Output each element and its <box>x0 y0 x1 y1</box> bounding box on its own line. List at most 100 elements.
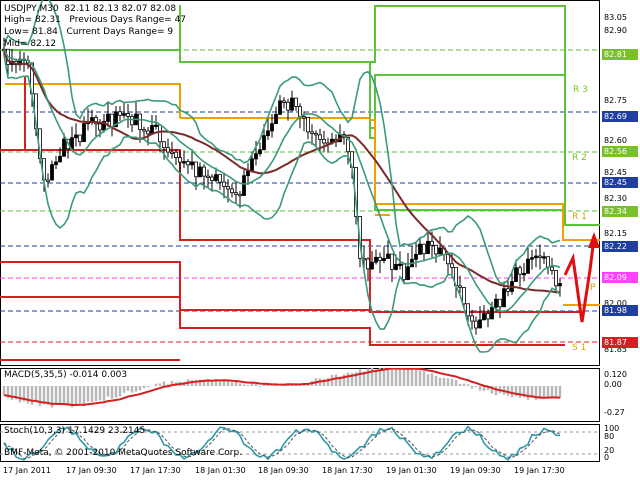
candle-body <box>414 253 418 260</box>
candle-body <box>426 240 430 255</box>
candle-body <box>142 129 146 132</box>
candle-body <box>266 130 270 137</box>
candle-body <box>322 138 326 144</box>
candle-body <box>486 313 490 320</box>
candle-body <box>434 244 438 255</box>
candle-body <box>302 116 306 119</box>
candle-body <box>550 266 554 271</box>
price-tag-line: 82.69 <box>602 111 638 122</box>
candle-body <box>226 185 230 190</box>
candle-body <box>234 192 238 195</box>
price-tag-r1: 82.34 <box>602 206 638 217</box>
info-line-low: Low= 81.84 Current Days Range= 9 <box>4 27 174 37</box>
level-label-s1: S 1 <box>572 343 587 353</box>
time-axis-label: 19 Jan 17:30 <box>514 466 565 475</box>
price-tag-current: 82.09 <box>602 272 638 283</box>
candle-body <box>198 166 202 178</box>
bollinger-middle-line <box>3 48 561 312</box>
pivot-r3-line <box>369 62 566 129</box>
stochastic-pane[interactable]: Stoch(10,3,3) 17.1429 23.2145 BMF-Meta, … <box>0 424 640 462</box>
candle-body <box>274 114 278 125</box>
bollinger-lower-line <box>3 55 561 353</box>
level-label-r2: R 2 <box>572 153 587 163</box>
candle-body <box>210 176 214 181</box>
candle-body <box>206 175 210 179</box>
price-axis-label: 82.60 <box>604 136 627 145</box>
candle-body <box>514 267 518 282</box>
candle-body <box>94 117 98 125</box>
candle-body <box>146 130 150 135</box>
candle-body <box>506 288 510 292</box>
candle-body <box>254 153 258 160</box>
candle-body <box>230 188 234 194</box>
candle-body <box>554 270 558 287</box>
projection-arrow-line <box>563 237 596 323</box>
stochastic-border <box>0 424 600 462</box>
candle-body <box>122 113 126 116</box>
moving-average-line <box>3 52 561 294</box>
macd-canvas[interactable] <box>0 368 640 422</box>
macd-scale-label: -0.27 <box>604 408 625 417</box>
price-axis-label: 82.45 <box>604 168 627 177</box>
time-axis-label: 18 Jan 09:30 <box>258 466 309 475</box>
candle-body <box>518 267 522 275</box>
candle-body <box>502 288 506 308</box>
macd-border <box>0 368 600 422</box>
candle-body <box>542 256 546 259</box>
candle-body <box>182 161 186 164</box>
price-axis-label: 81.85 <box>604 345 627 354</box>
stochastic-scale-label: 100 <box>604 424 620 433</box>
main-chart-pane[interactable]: USDJPY,M30 82.11 82.13 82.07 82.08 High=… <box>0 0 640 366</box>
candle-body <box>446 253 450 265</box>
price-axis-label: 82.00 <box>604 299 627 308</box>
candle-body <box>346 137 350 153</box>
candle-body <box>214 174 218 181</box>
time-axis-label: 18 Jan 17:30 <box>322 466 373 475</box>
candle-body <box>110 113 114 128</box>
candle-body <box>54 161 58 166</box>
candle-body <box>278 100 282 115</box>
candle-body <box>286 101 290 111</box>
macd-pane[interactable]: MACD(5,35,5) -0.014 0.003 0.120 0.00 -0.… <box>0 368 640 422</box>
candle-body <box>294 97 298 107</box>
candle-body <box>438 247 442 255</box>
candle-body <box>374 256 378 263</box>
pivot-r2-line <box>564 80 600 226</box>
candle-body <box>62 138 66 157</box>
candle-body <box>398 263 402 267</box>
candle-body <box>370 261 374 270</box>
candle-body <box>194 161 198 178</box>
pivot-p-line <box>5 83 181 118</box>
candle-body <box>102 120 106 131</box>
candle-body <box>262 135 266 151</box>
candle-body <box>482 313 486 321</box>
level-label-r1: R 1 <box>572 212 587 222</box>
candle-body <box>98 123 102 131</box>
candle-body <box>74 134 78 139</box>
candle-body <box>174 151 178 158</box>
macd-label: MACD(5,35,5) -0.014 0.003 <box>4 370 128 380</box>
stochastic-scale-label: 0 <box>604 453 610 462</box>
candle-body <box>238 193 242 197</box>
copyright-text: BMF-Meta, © 2001-2010 MetaQuotes Softwar… <box>4 448 243 458</box>
stochastic-canvas[interactable] <box>0 424 640 462</box>
candle-body <box>530 257 534 260</box>
candle-body <box>406 266 410 281</box>
candle-body <box>186 161 190 166</box>
price-axis-label: 83.05 <box>604 13 627 22</box>
time-axis-label: 19 Jan 09:30 <box>450 466 501 475</box>
candle-body <box>170 151 174 154</box>
candle-body <box>378 256 382 261</box>
candle-body <box>522 272 526 276</box>
candle-body <box>534 255 538 259</box>
candle-body <box>126 113 130 117</box>
price-tag-r3: 82.81 <box>602 49 638 60</box>
candle-body <box>162 141 166 148</box>
price-tag-line: 81.98 <box>602 305 638 316</box>
candle-body <box>282 100 286 103</box>
price-chart-canvas[interactable] <box>0 0 640 366</box>
candle-body <box>458 285 462 288</box>
candle-body <box>46 179 50 182</box>
level-label-p: P <box>590 283 596 293</box>
macd-scale-label: 0.00 <box>604 380 622 389</box>
